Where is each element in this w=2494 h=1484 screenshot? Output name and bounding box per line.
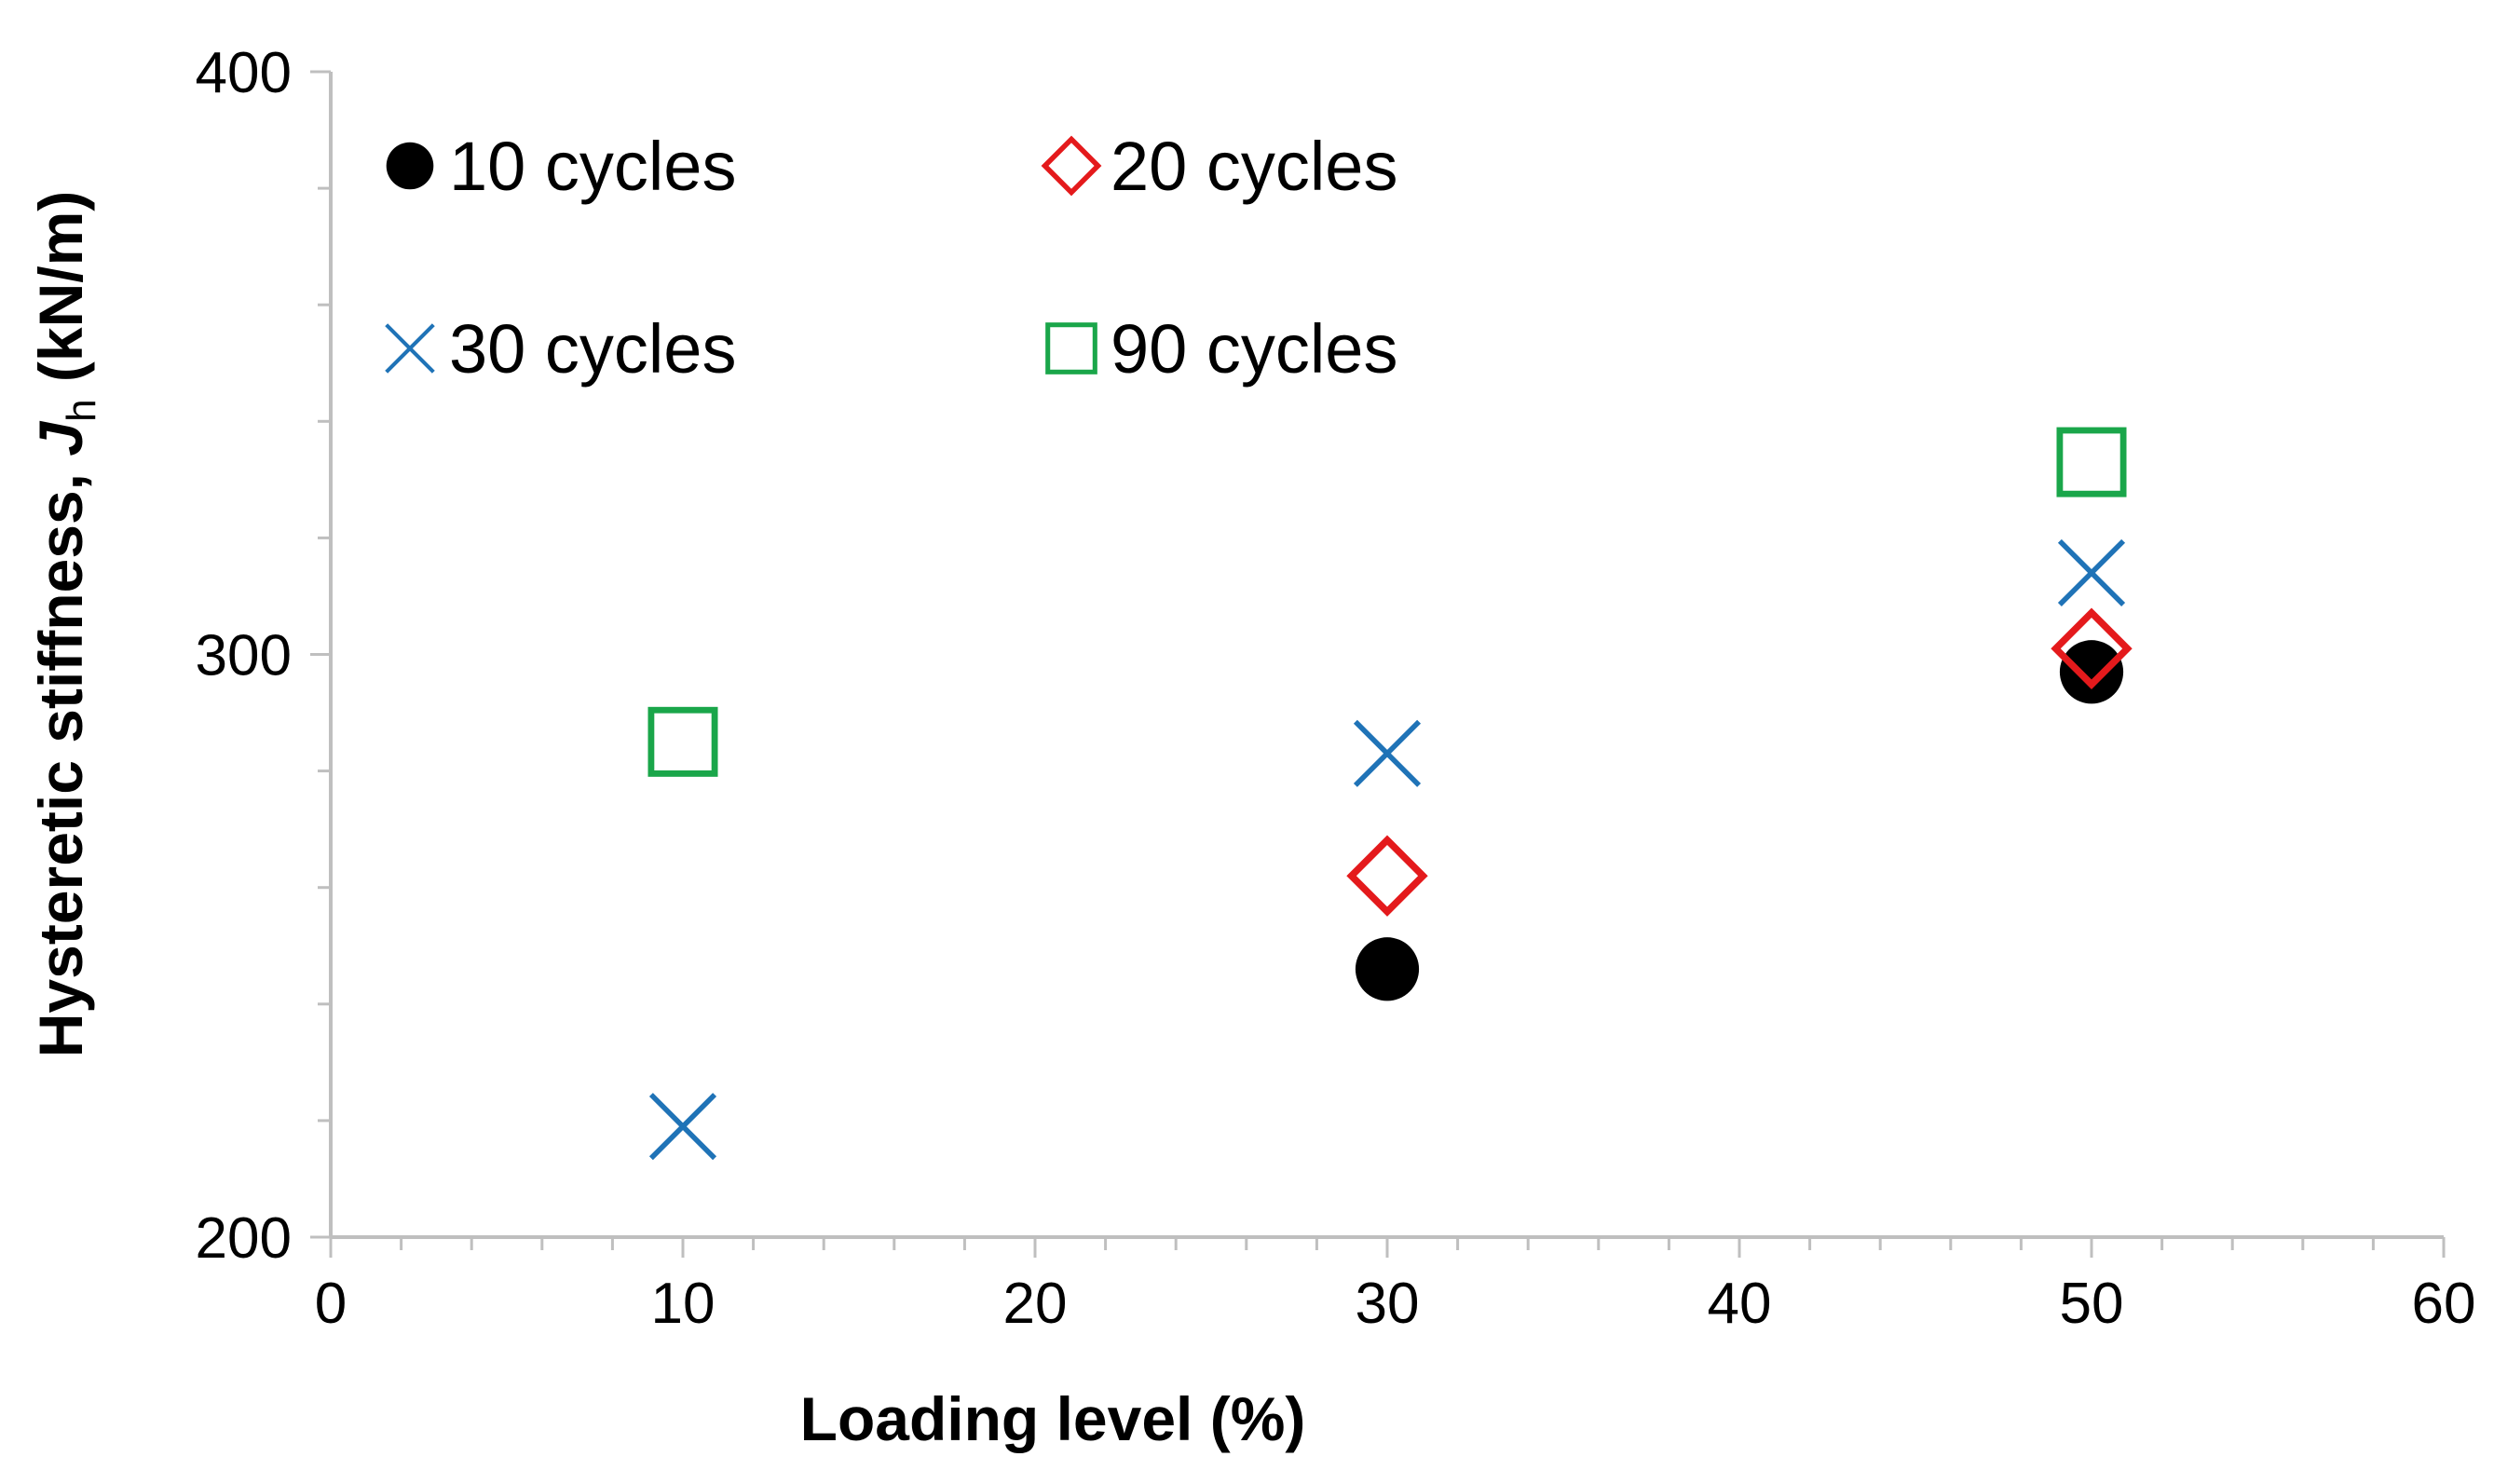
data-point — [2059, 640, 2124, 704]
y-axis-title-symbol: J — [26, 421, 95, 456]
legend-marker — [385, 323, 435, 374]
legend: 10 cycles 20 cycles 30 cycles 90 cycles — [385, 128, 1397, 388]
legend-label: 90 cycles — [1111, 310, 1397, 388]
legend-label: 30 cycles — [449, 310, 736, 388]
x-tick-label: 20 — [1003, 1272, 1068, 1336]
x-tick-label: 10 — [651, 1272, 715, 1336]
data-point — [2056, 427, 2127, 497]
y-tick-label: 300 — [196, 624, 292, 688]
x-tick-label: 30 — [1356, 1272, 1420, 1336]
legend-marker — [1045, 322, 1097, 374]
data-point — [647, 706, 718, 777]
axes — [329, 72, 2444, 1239]
y-axis-title-suffix: (kN/m) — [26, 191, 95, 400]
data-point — [2057, 538, 2126, 607]
y-axis-title-subscript: h — [59, 399, 104, 421]
ticks: 0 10 20 30 40 50 60 200 300 400 — [196, 41, 2476, 1336]
x-tick-label: 60 — [2412, 1272, 2476, 1336]
x-axis-title: Loading level (%) — [800, 1384, 1306, 1453]
data-point — [1355, 937, 1420, 1001]
data-point — [648, 1093, 717, 1161]
y-tick-label: 200 — [196, 1206, 292, 1271]
y-axis-title: Hysteretic stiffness, Jh (kN/m) — [26, 191, 104, 1058]
data-point — [2051, 607, 2133, 689]
legend-label: 20 cycles — [1111, 128, 1397, 205]
x-tick-label: 40 — [1708, 1272, 1772, 1336]
data-points — [647, 427, 2133, 1161]
data-point — [1346, 835, 1428, 917]
legend-marker — [1041, 135, 1102, 197]
legend-label: 10 cycles — [449, 128, 736, 205]
y-tick-label: 400 — [196, 41, 292, 105]
y-axis-title-prefix: Hysteretic stiffness, — [26, 456, 95, 1058]
data-point — [1353, 719, 1422, 787]
legend-marker — [386, 142, 434, 190]
x-tick-label: 50 — [2060, 1272, 2124, 1336]
x-tick-label: 0 — [315, 1272, 347, 1336]
